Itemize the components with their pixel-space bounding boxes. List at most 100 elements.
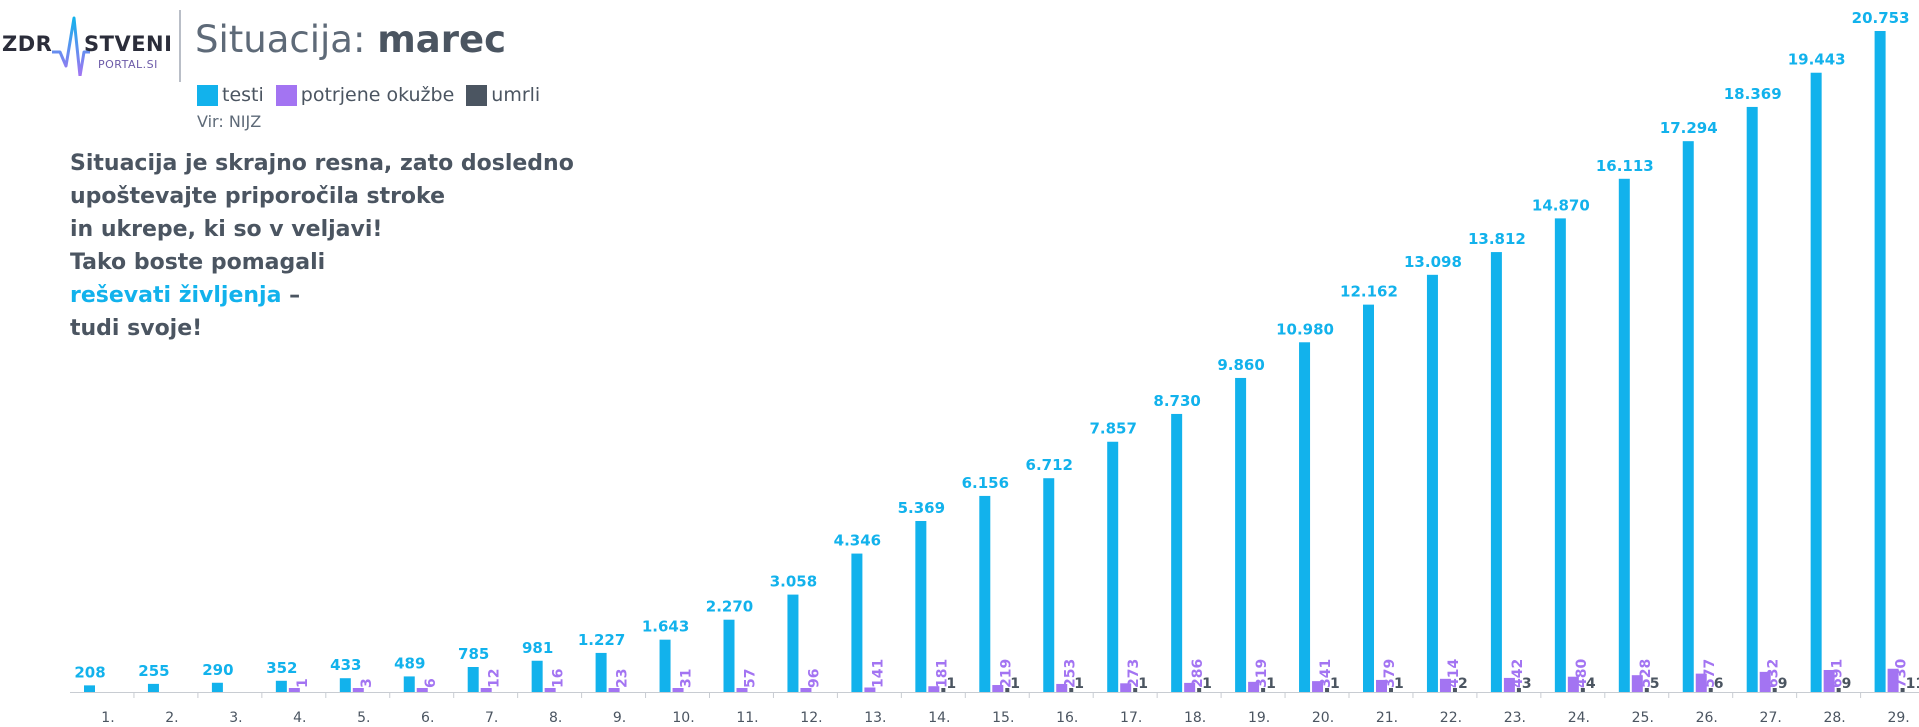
data-label-confirmed: 730 [1894, 659, 1910, 688]
brand-logo: ZDR STVENI PORTAL.SI [2, 16, 172, 80]
data-label-deaths: 9 [1778, 676, 1788, 692]
message-line-1: Situacija je skrajno resna, zato dosledn… [70, 151, 574, 176]
bar-tests [915, 520, 927, 692]
bar-tests [147, 683, 159, 692]
bar-tests [467, 666, 479, 692]
bar-confirmed [1695, 673, 1707, 692]
data-label-confirmed: 253 [1062, 659, 1078, 688]
bar-deaths [941, 688, 946, 692]
data-label-confirmed: 286 [1190, 659, 1206, 688]
data-label-tests: 13.098 [1404, 253, 1462, 271]
bar-confirmed [1376, 679, 1387, 692]
data-label-confirmed: 181 [934, 659, 950, 688]
bar-tests [1554, 218, 1566, 692]
x-tick-label: 7. [485, 710, 498, 726]
bar-tests [787, 594, 799, 692]
data-label-confirmed: 528 [1638, 659, 1654, 688]
x-tick-label: 27. [1760, 710, 1782, 726]
x-tick-label: 14. [928, 710, 950, 726]
bar-tests [1426, 274, 1438, 692]
bar-deaths [1580, 688, 1585, 692]
x-tick-label: 11. [736, 710, 758, 726]
bar-tests [723, 619, 735, 692]
data-label-deaths: 3 [1522, 676, 1532, 692]
x-tick-label: 15. [992, 710, 1014, 726]
data-label-tests: 4.346 [834, 532, 881, 550]
data-label-confirmed: 414 [1446, 659, 1462, 688]
x-tick-label: 29. [1887, 710, 1909, 726]
bar-tests [659, 639, 671, 692]
message-line-3: in ukrepe, ki so v veljavi! [70, 217, 383, 242]
data-label-confirmed: 57 [743, 669, 759, 688]
bar-tests [1043, 478, 1055, 692]
chart-title: Situacija: marec [195, 18, 506, 61]
x-tick-label: 2. [165, 710, 178, 726]
x-tick-label: 4. [293, 710, 306, 726]
message-line-5: reševati življenja – [70, 279, 574, 312]
data-label-deaths: 1 [1202, 676, 1212, 692]
data-label-tests: 255 [138, 662, 169, 680]
data-label-confirmed: 691 [1830, 659, 1846, 688]
data-label-confirmed: 23 [615, 669, 631, 688]
bar-tests [1682, 141, 1694, 692]
data-label-confirmed: 319 [1254, 659, 1270, 688]
logo-divider [179, 10, 181, 82]
bar-confirmed [352, 688, 364, 692]
data-label-confirmed: 141 [870, 659, 886, 688]
bar-tests [979, 495, 991, 692]
data-label-tests: 8.730 [1153, 392, 1200, 410]
bar-tests [275, 680, 287, 692]
bar-tests [595, 652, 607, 692]
data-label-deaths: 1 [1330, 676, 1340, 692]
bar-deaths [1516, 688, 1521, 692]
legend-item-deaths: umrli [466, 84, 540, 106]
data-label-tests: 17.294 [1660, 119, 1718, 137]
data-label-tests: 1.227 [578, 631, 625, 649]
data-label-deaths: 1 [1074, 676, 1084, 692]
bar-tests [851, 553, 863, 692]
bar-tests [403, 676, 415, 692]
data-label-confirmed: 31 [679, 669, 695, 688]
bar-tests [84, 685, 95, 692]
message-line-2: upoštevajte priporočila stroke [70, 184, 446, 209]
data-label-tests: 6.156 [962, 474, 1009, 492]
bar-tests [1299, 342, 1311, 692]
x-tick-label: 19. [1248, 710, 1270, 726]
x-tick-label: 6. [421, 710, 434, 726]
data-label-confirmed: 219 [998, 659, 1014, 688]
bar-confirmed [1439, 678, 1451, 692]
x-tick-label: 26. [1696, 710, 1718, 726]
data-label-deaths: 2 [1458, 676, 1468, 692]
bar-confirmed [1184, 682, 1196, 692]
data-label-tests: 433 [330, 656, 361, 674]
bar-confirmed [800, 688, 812, 692]
bar-confirmed [1887, 668, 1899, 692]
bar-deaths [1389, 688, 1393, 692]
x-tick-label: 23. [1504, 710, 1526, 726]
chart-legend: testi potrjene okužbe umrli [197, 84, 552, 106]
data-source: Vir: NIJZ [197, 112, 262, 131]
bar-tests [1618, 178, 1630, 693]
legend-label-deaths: umrli [491, 84, 541, 106]
data-label-deaths: 1 [1010, 676, 1020, 692]
bar-confirmed [608, 688, 620, 692]
x-tick-label: 12. [800, 710, 822, 726]
bar-deaths [1900, 688, 1905, 692]
message-line-5-rest: – [281, 283, 301, 308]
data-label-tests: 489 [394, 654, 425, 672]
data-label-tests: 290 [202, 661, 233, 679]
data-label-tests: 10.980 [1276, 320, 1334, 338]
data-label-tests: 352 [266, 659, 297, 677]
data-label-deaths: 4 [1586, 676, 1596, 692]
data-label-deaths: 6 [1714, 676, 1724, 692]
bar-confirmed [1503, 677, 1515, 692]
bar-tests [1363, 304, 1374, 692]
bar-confirmed [1567, 676, 1579, 692]
legend-item-confirmed: potrjene okužbe [275, 84, 454, 106]
x-tick-label: 18. [1184, 710, 1206, 726]
data-label-confirmed: 480 [1574, 659, 1590, 688]
data-label-tests: 5.369 [898, 499, 945, 517]
logo-word-left: ZDR [2, 32, 53, 56]
bar-tests [1810, 72, 1822, 693]
